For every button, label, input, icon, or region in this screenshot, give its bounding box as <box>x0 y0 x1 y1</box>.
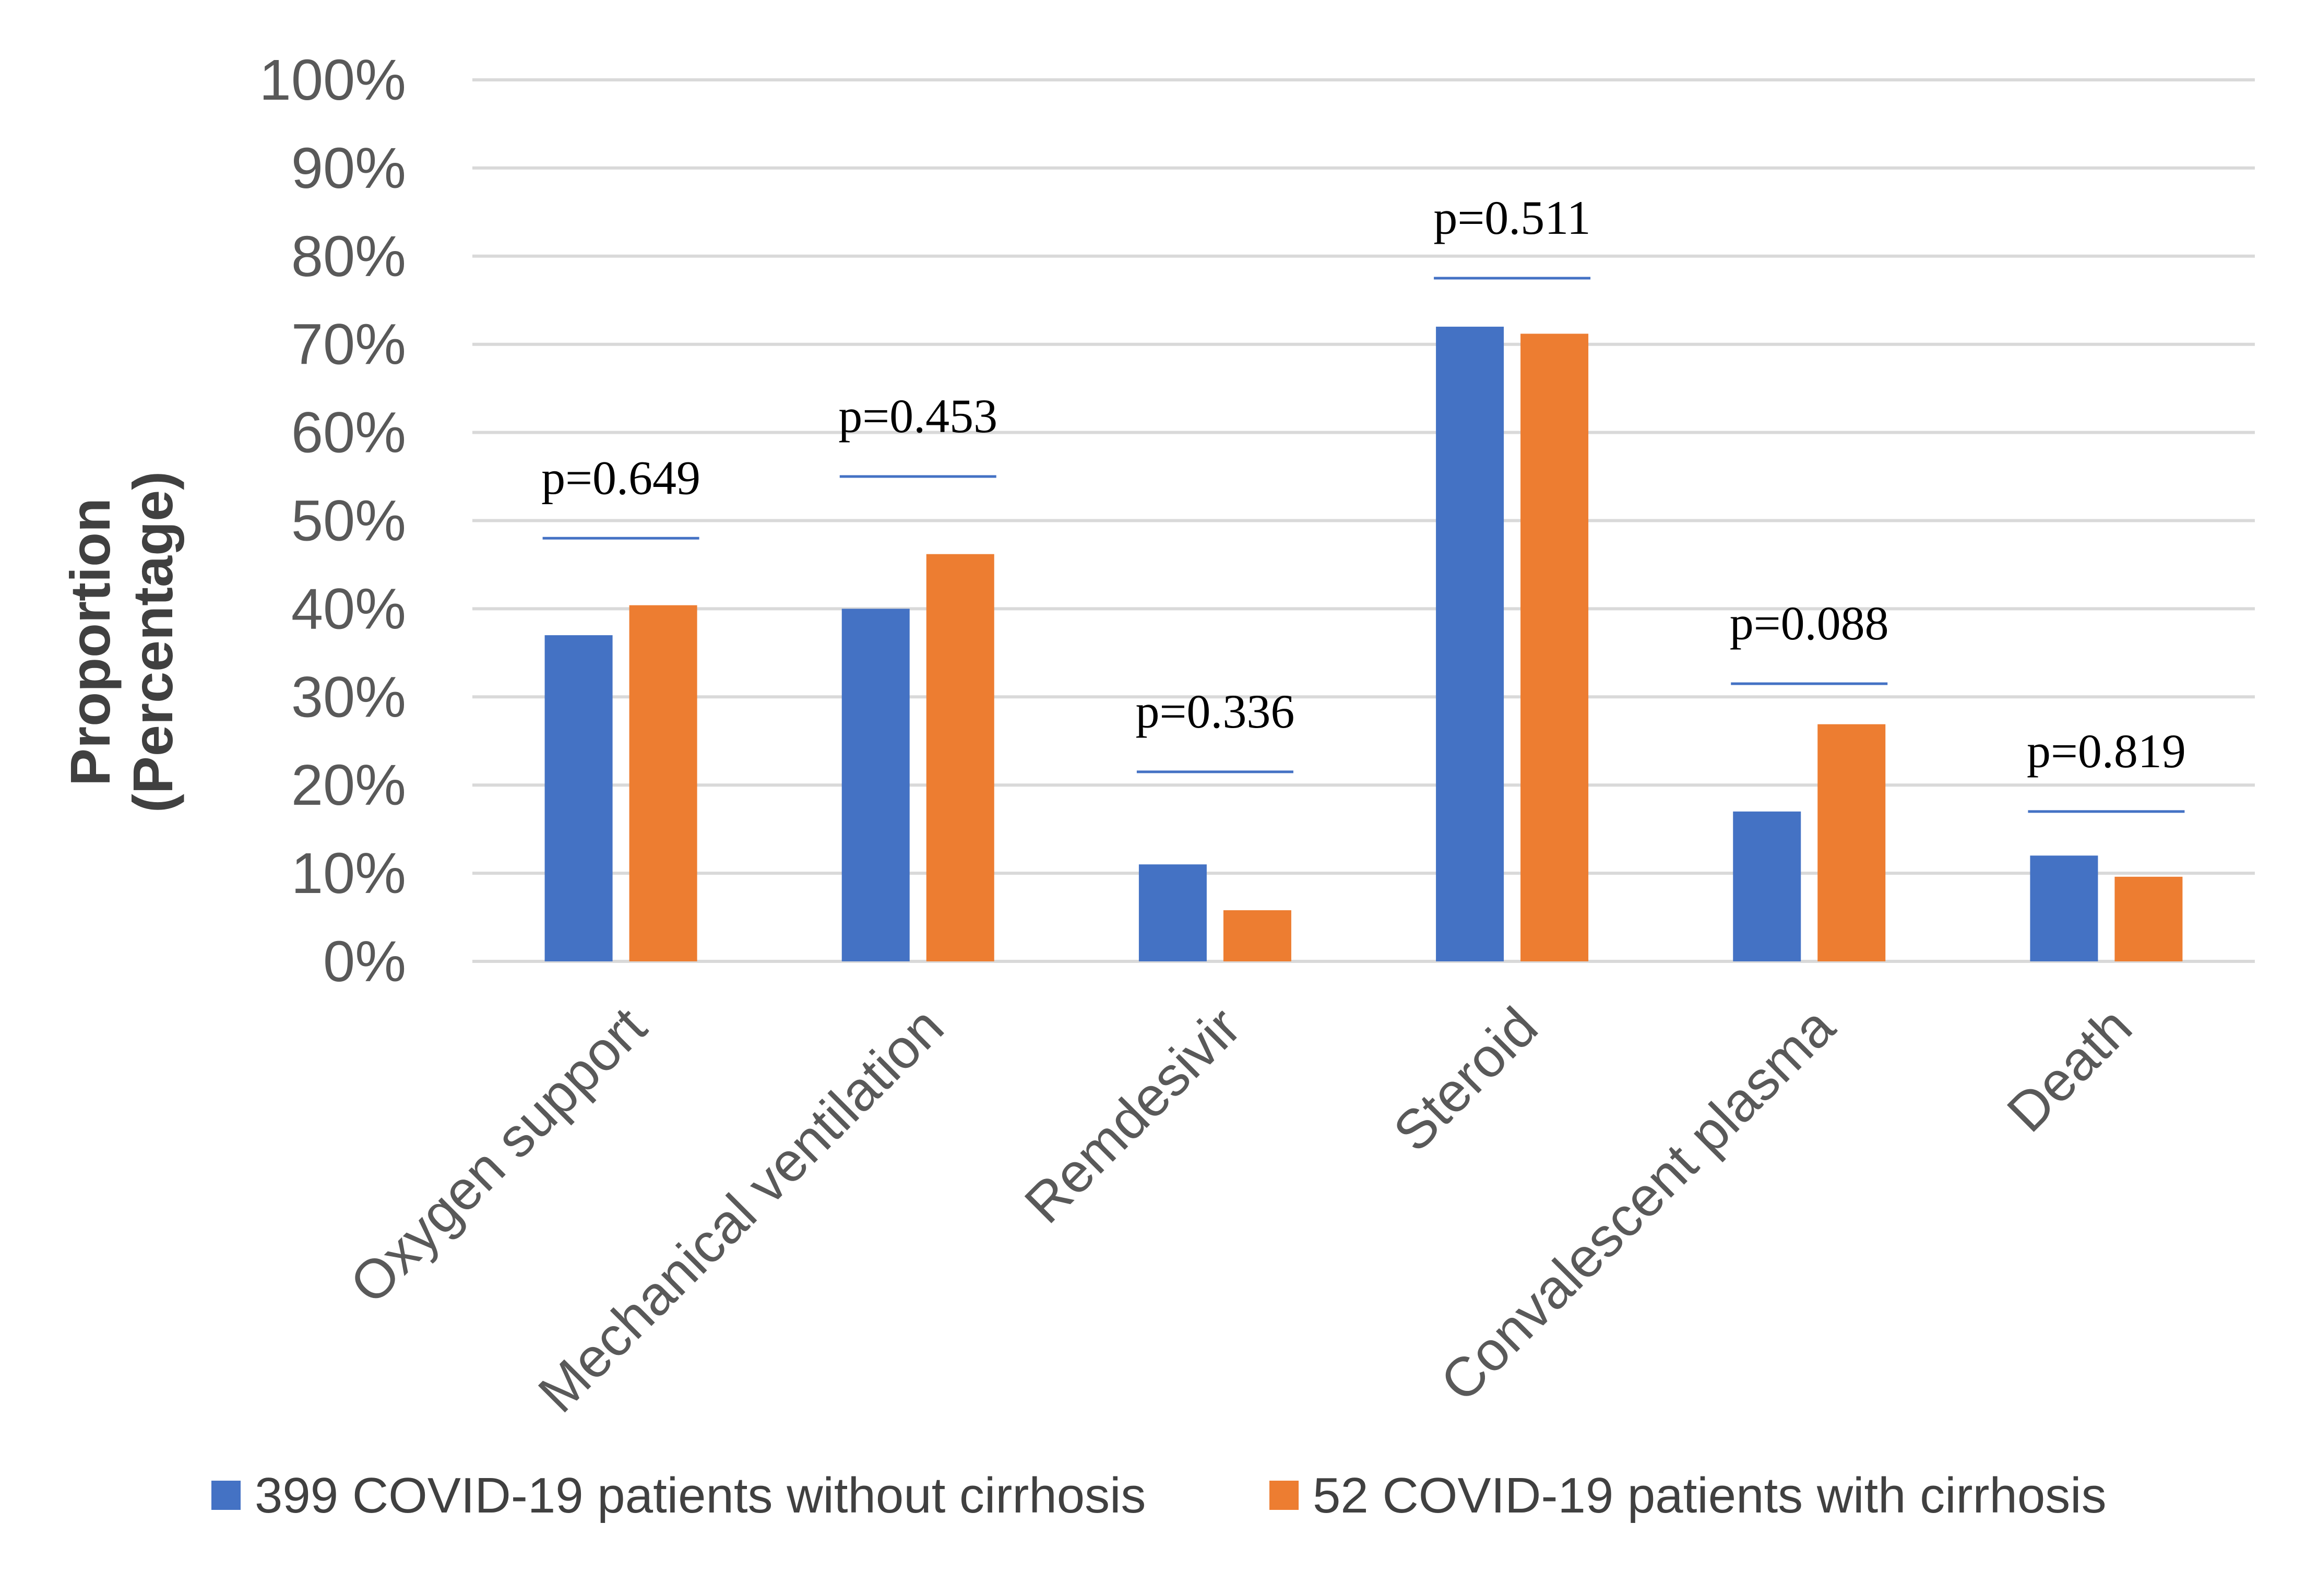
y-tick-label: 0% <box>323 930 406 994</box>
legend-label-series-1: 399 COVID-19 patients without cirrhosis <box>255 1468 1146 1523</box>
p-value-label: p=0.511 <box>1433 191 1590 244</box>
bar-series-1 <box>1436 326 1504 962</box>
y-tick-label: 60% <box>291 401 406 465</box>
y-tick-label: 70% <box>291 313 406 377</box>
legend-swatch-series-2 <box>1269 1481 1299 1510</box>
bar-series-2 <box>1223 910 1291 961</box>
p-value-label: p=0.819 <box>2027 724 2186 778</box>
bar-series-2 <box>926 554 994 961</box>
y-tick-label: 40% <box>291 577 406 641</box>
y-tick-label: 100% <box>259 48 406 112</box>
y-tick-label: 50% <box>291 489 406 553</box>
bar-series-2 <box>629 605 697 961</box>
bar-series-2 <box>2114 876 2183 961</box>
bar-series-1 <box>841 609 910 961</box>
y-axis-title: Proportion (Percentage) <box>58 471 184 813</box>
legend-swatch-series-1 <box>211 1481 241 1510</box>
y-tick-label: 20% <box>291 753 406 817</box>
bar-series-2 <box>1817 724 1886 961</box>
y-tick-label: 90% <box>291 136 406 200</box>
p-value-label: p=0.088 <box>1730 597 1889 650</box>
y-axis-title-line-1: Proportion <box>58 498 122 786</box>
y-axis-ticks: 0% 10% 20% 30% 40% 50% 60% 70% 80% 90% 100% <box>259 48 406 994</box>
p-value-label: p=0.649 <box>541 451 700 504</box>
bar-series-1 <box>1138 864 1207 961</box>
bar-series-2 <box>1520 334 1589 961</box>
bar-series-1 <box>2030 855 2098 961</box>
bars <box>544 326 2183 962</box>
bar-series-1 <box>544 635 613 961</box>
y-tick-label: 10% <box>291 841 406 906</box>
y-tick-label: 80% <box>291 224 406 289</box>
legend: 399 COVID-19 patients without cirrhosis … <box>211 1468 2107 1523</box>
y-axis-title-line-2: (Percentage) <box>121 471 184 813</box>
gridlines <box>472 78 2255 963</box>
p-value-label: p=0.453 <box>838 389 997 443</box>
legend-label-series-2: 52 COVID-19 patients with cirrhosis <box>1313 1468 2107 1523</box>
y-tick-label: 30% <box>291 665 406 729</box>
bar-series-1 <box>1733 811 1801 961</box>
p-value-annotations: p=0.649 p=0.453 p=0.336 p=0.511 p=0.088 p=0.8… <box>541 191 2186 813</box>
p-value-label: p=0.336 <box>1135 685 1294 738</box>
